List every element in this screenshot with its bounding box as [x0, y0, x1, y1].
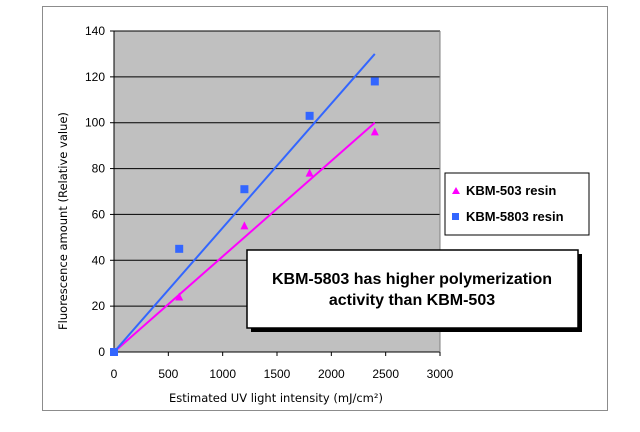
point-kbm-5803-resin: [240, 185, 249, 194]
y-tick-label: 20: [92, 299, 106, 313]
trendlines: [113, 53, 376, 353]
x-tick-label: 1500: [264, 367, 291, 381]
y-tick-label: 60: [92, 207, 106, 221]
legend-box: [444, 172, 590, 236]
legend-marker-kbm-5803: [452, 213, 459, 220]
x-tick-label: 500: [158, 367, 178, 381]
callout-line-2: activity than KBM-503: [329, 292, 495, 309]
x-tick-label: 2000: [318, 367, 345, 381]
point-kbm-5803-resin: [110, 348, 118, 356]
point-kbm-5803-resin: [370, 77, 379, 86]
legend-label-kbm-503: KBM-503 resin: [466, 183, 556, 198]
trendline-kbm-5803-resin: [113, 53, 376, 353]
x-tick-label: 2500: [372, 367, 399, 381]
y-tick-label: 140: [85, 24, 105, 38]
legend-marker-kbm-503: [452, 187, 460, 194]
y-axis-title: Fluorescence amount (Relative value): [56, 112, 70, 330]
annotation-callout: KBM-5803 has higher polymerization activ…: [246, 249, 582, 332]
callout-line-1: KBM-5803 has higher polymerization: [272, 271, 552, 288]
y-tick-label: 40: [92, 253, 106, 267]
grid-lines: [114, 30, 440, 307]
x-tick-label: 1000: [209, 367, 236, 381]
point-kbm-503-resin: [175, 292, 184, 301]
data-points: [110, 77, 379, 356]
y-tick-label: 120: [85, 70, 105, 84]
trendline-kbm-503-resin: [113, 121, 376, 353]
x-tick-labels: 0 500 1000 1500 2000 2500 3000: [111, 352, 454, 381]
point-kbm-503-resin: [305, 168, 314, 177]
legend-label-kbm-5803: KBM-5803 resin: [466, 209, 564, 224]
y-tick-label: 0: [98, 345, 105, 359]
y-tick-label: 80: [92, 162, 106, 176]
x-tick-label: 0: [111, 367, 118, 381]
point-kbm-503-resin: [240, 221, 249, 230]
callout-box: [246, 249, 579, 329]
point-kbm-503-resin: [370, 127, 379, 136]
x-axis-title: Estimated UV light intensity (mJ/cm²): [169, 391, 383, 405]
x-tick-label: 3000: [427, 367, 454, 381]
legend: KBM-503 resin KBM-5803 resin: [444, 172, 590, 236]
y-tick-label: 100: [85, 116, 105, 130]
point-kbm-5803-resin: [175, 244, 184, 253]
y-tick-labels: 0 20 40 60 80 100 120 140: [85, 24, 114, 359]
point-kbm-5803-resin: [305, 111, 314, 120]
